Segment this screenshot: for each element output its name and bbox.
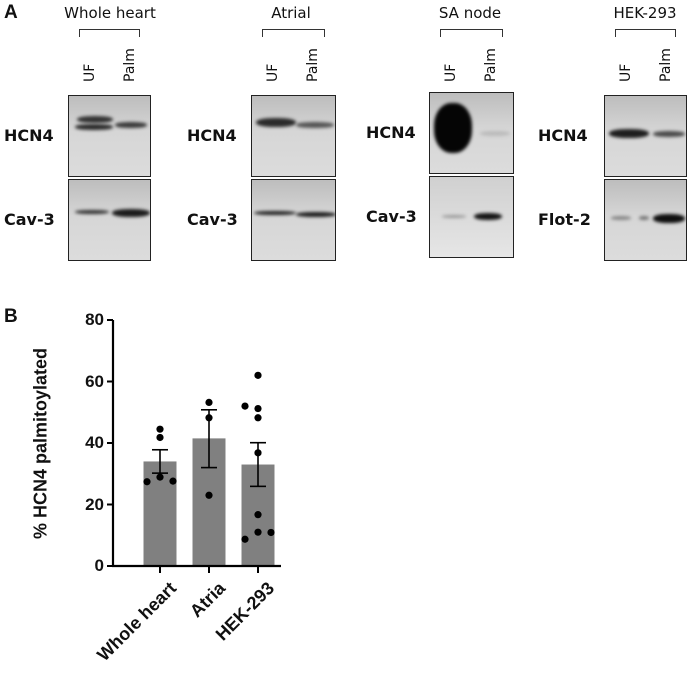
blot-flot-2 <box>604 179 687 261</box>
lane-bracket <box>262 29 325 37</box>
blot-row-label: HCN4 <box>366 123 416 142</box>
data-point <box>156 433 164 442</box>
blot-group-title: HEK-293 <box>613 4 677 22</box>
data-point <box>156 473 164 481</box>
protein-band <box>653 131 685 137</box>
protein-band <box>256 118 296 127</box>
data-point <box>254 404 262 413</box>
blot-row-label: HCN4 <box>538 126 588 145</box>
data-point <box>156 425 164 433</box>
protein-band <box>115 122 147 128</box>
lane-bracket <box>615 29 676 37</box>
blot-group-title: Atrial <box>271 4 311 22</box>
blot-row-label: Flot-2 <box>538 210 591 229</box>
bar-chart <box>107 319 281 573</box>
data-point <box>254 449 262 457</box>
blot-row-label: Cav-3 <box>187 210 238 229</box>
y-tick-label: 60 <box>85 371 104 391</box>
blot-hcn4 <box>68 95 151 177</box>
panel-b-label: B <box>4 306 18 327</box>
protein-band <box>480 131 510 136</box>
protein-band <box>296 212 335 217</box>
blot-cav-3 <box>251 179 336 261</box>
data-point <box>254 414 262 422</box>
protein-band <box>609 129 649 138</box>
y-tick-label: 40 <box>85 433 104 452</box>
blot-row-label: Cav-3 <box>366 207 417 226</box>
data-point <box>254 511 262 519</box>
blot-cav-3 <box>68 179 151 261</box>
protein-band <box>653 214 685 223</box>
protein-band <box>254 211 296 215</box>
data-point <box>254 528 262 536</box>
protein-band <box>434 103 472 153</box>
lane-bracket <box>440 29 503 37</box>
protein-band <box>474 213 502 220</box>
protein-band <box>77 116 113 123</box>
protein-band <box>75 210 109 214</box>
protein-band <box>296 122 334 128</box>
panel-a-label: A <box>4 2 18 23</box>
data-point <box>267 528 275 537</box>
blot-group-title: Whole heart <box>64 4 156 22</box>
protein-band <box>639 216 649 220</box>
data-point <box>205 491 213 499</box>
data-point <box>143 478 151 486</box>
blot-hcn4 <box>429 92 514 174</box>
blot-row-label: Cav-3 <box>4 210 55 229</box>
data-point <box>169 477 177 485</box>
blot-row-label: HCN4 <box>4 126 54 145</box>
y-tick-label: 20 <box>85 494 104 514</box>
blot-group-title: SA node <box>438 4 502 22</box>
data-point <box>254 371 262 379</box>
protein-band <box>112 209 150 217</box>
data-point <box>241 402 249 410</box>
blot-hcn4 <box>604 95 687 177</box>
blot-hcn4 <box>251 95 336 177</box>
data-point <box>241 535 249 543</box>
data-point <box>205 398 213 407</box>
y-tick-label: 0 <box>94 556 104 575</box>
lane-bracket <box>79 29 140 37</box>
y-tick-label: 80 <box>85 310 104 329</box>
protein-band <box>611 216 631 220</box>
protein-band <box>75 124 113 130</box>
protein-band <box>442 215 466 218</box>
blot-cav-3 <box>429 176 514 258</box>
data-point <box>205 414 213 422</box>
blot-row-label: HCN4 <box>187 126 237 145</box>
